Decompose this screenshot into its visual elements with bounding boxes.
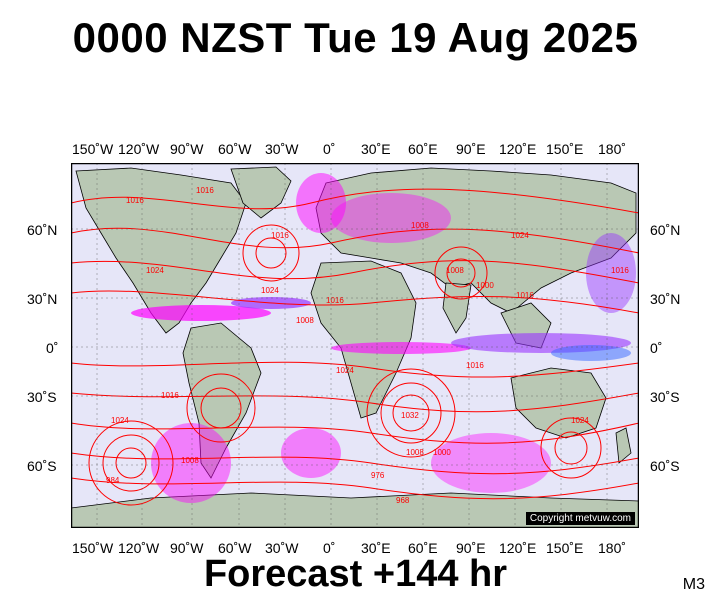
lon-label: 90˚W <box>170 540 204 556</box>
map-canvas: 1016 1024 1016 1024 1016 1008 1016 1024 … <box>70 162 640 529</box>
india <box>442 282 472 334</box>
isobar-label: 1024 <box>111 416 129 425</box>
europe-asia <box>315 167 637 314</box>
lon-label: 180˚ <box>598 141 627 157</box>
lon-label: 60˚W <box>218 141 252 157</box>
lon-label: 120˚E <box>499 141 537 157</box>
copyright-notice: Copyright metvuw.com <box>525 512 635 525</box>
lon-label: 60˚E <box>408 141 438 157</box>
lon-label: 90˚E <box>456 540 486 556</box>
isobar-label: 1008 <box>406 448 424 457</box>
lat-label: 30˚S <box>650 389 680 405</box>
isobar-label: 1024 <box>511 231 529 240</box>
lat-label: 60˚S <box>650 458 680 474</box>
lat-label: 60˚S <box>27 458 57 474</box>
lon-label: 120˚E <box>499 540 537 556</box>
map-frame <box>70 162 640 529</box>
graticule <box>71 163 639 528</box>
lon-label: 30˚E <box>361 141 391 157</box>
lat-label: 30˚S <box>27 389 57 405</box>
isobar-label: 1000 <box>433 448 451 457</box>
isobar-label: 1008 <box>446 266 464 275</box>
isobar-label: 1016 <box>611 266 629 275</box>
isobars <box>71 188 639 506</box>
lat-label: 60˚N <box>27 222 58 238</box>
isobar-label: 1024 <box>571 416 589 425</box>
lon-label: 30˚W <box>265 540 299 556</box>
isobar-label: 1016 <box>161 391 179 400</box>
lon-label: 0˚ <box>323 141 336 157</box>
lon-label: 0˚ <box>323 540 336 556</box>
weather-map: 1016 1024 1016 1024 1016 1008 1016 1024 … <box>70 162 640 529</box>
isobar-label: 1008 <box>411 221 429 230</box>
isobar-label: 976 <box>371 471 385 480</box>
lon-label: 60˚W <box>218 540 252 556</box>
forecast-hour: Forecast +144 hr <box>203 553 508 595</box>
lon-label: 150˚W <box>72 141 114 157</box>
south-america <box>182 322 262 479</box>
map-title: 0000 NZST Tue 19 Aug 2025 <box>72 14 639 61</box>
lon-label: 60˚E <box>408 540 438 556</box>
model-code: M3 <box>682 576 705 593</box>
lon-label: 150˚W <box>72 540 114 556</box>
lon-label: 120˚W <box>118 141 160 157</box>
new-zealand <box>615 427 632 464</box>
lon-label: 180˚ <box>598 540 627 556</box>
isobar-label: 1016 <box>126 196 144 205</box>
isobar-label: 1032 <box>401 411 419 420</box>
lat-label: 30˚N <box>27 291 58 307</box>
lon-label: 150˚E <box>546 141 584 157</box>
isobar-label: 1024 <box>146 266 164 275</box>
lat-label: 0˚ <box>46 340 59 356</box>
lat-label: 30˚N <box>650 291 681 307</box>
lon-label: 30˚E <box>361 540 391 556</box>
greenland <box>230 166 292 219</box>
lon-label: 150˚E <box>546 540 584 556</box>
north-america <box>75 167 247 334</box>
isobar-label: 1016 <box>196 186 214 195</box>
lon-label: 30˚W <box>265 141 299 157</box>
isobar-label: 1016 <box>466 361 484 370</box>
lat-label: 0˚ <box>650 340 663 356</box>
lon-label: 120˚W <box>118 540 160 556</box>
lat-label: 60˚N <box>650 222 681 238</box>
land-masses <box>71 166 639 528</box>
lon-label: 90˚W <box>170 141 204 157</box>
isobar-label: 1008 <box>181 456 199 465</box>
isobar-label: 1008 <box>296 316 314 325</box>
antarctica <box>71 492 639 528</box>
isobar-label: 1016 <box>516 291 534 300</box>
lon-label: 90˚E <box>456 141 486 157</box>
isobar-labels: 1016 1024 1016 1024 1016 1008 1016 1024 … <box>106 186 629 505</box>
isobar-label: 1024 <box>261 286 279 295</box>
isobar-label: 1016 <box>326 296 344 305</box>
isobar-label: 1024 <box>336 366 354 375</box>
isobar-label: 968 <box>396 496 410 505</box>
isobar-label: 984 <box>106 476 120 485</box>
africa <box>310 260 417 419</box>
isobar-label: 1000 <box>476 281 494 290</box>
isobar-label: 1016 <box>271 231 289 240</box>
